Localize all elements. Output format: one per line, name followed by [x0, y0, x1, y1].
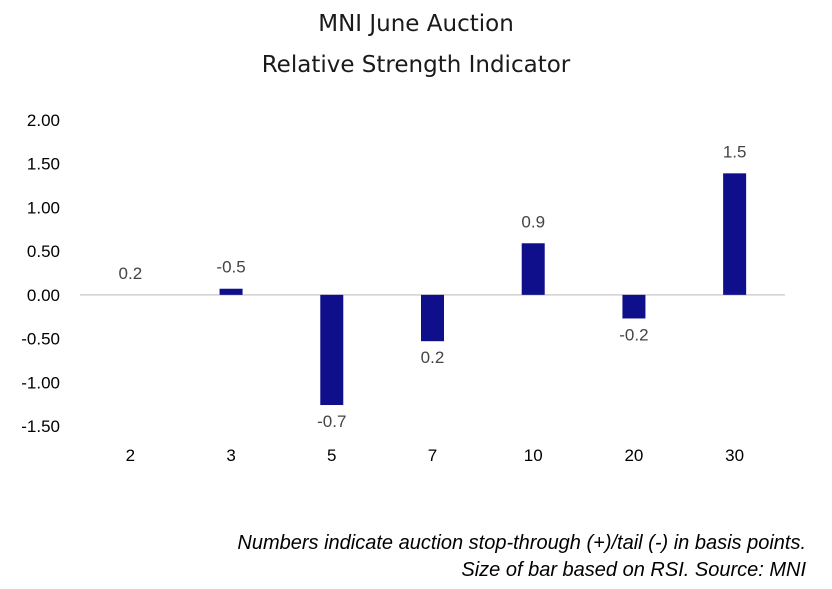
bar: [521, 243, 545, 295]
y-tick-label: 2.00: [27, 111, 60, 130]
data-label: 0.9: [521, 212, 545, 231]
data-label: -0.7: [317, 412, 346, 431]
bar: [421, 294, 444, 342]
bar: [622, 294, 646, 319]
x-tick-label: 2: [126, 446, 135, 465]
footnote-line-1: Numbers indicate auction stop-through (+…: [237, 532, 806, 554]
chart-title: MNI June Auction: [318, 11, 514, 37]
data-label: 0.2: [421, 348, 445, 367]
data-label: -0.2: [619, 325, 648, 344]
y-tick-label: -1.00: [21, 373, 60, 392]
y-tick-label: -0.50: [21, 330, 60, 349]
y-tick-label: 1.00: [27, 198, 60, 217]
footnote-line-2: Size of bar based on RSI. Source: MNI: [461, 559, 806, 581]
bar: [219, 288, 243, 295]
y-tick-label: 0.00: [27, 286, 60, 305]
x-tick-label: 20: [624, 446, 643, 465]
data-label: -0.5: [216, 258, 245, 277]
data-label: 0.2: [119, 264, 143, 283]
data-label: 1.5: [723, 142, 747, 161]
x-tick-label: 3: [226, 446, 235, 465]
x-tick-label: 10: [524, 446, 543, 465]
bar: [723, 173, 747, 295]
y-tick-label: -1.50: [21, 417, 60, 436]
x-tick-label: 30: [725, 446, 744, 465]
y-tick-label: 0.50: [27, 242, 60, 261]
chart-subtitle: Relative Strength Indicator: [261, 52, 571, 78]
bar: [320, 294, 344, 406]
x-tick-label: 5: [327, 446, 336, 465]
x-tick-label: 7: [428, 446, 437, 465]
y-tick-label: 1.50: [27, 155, 60, 174]
